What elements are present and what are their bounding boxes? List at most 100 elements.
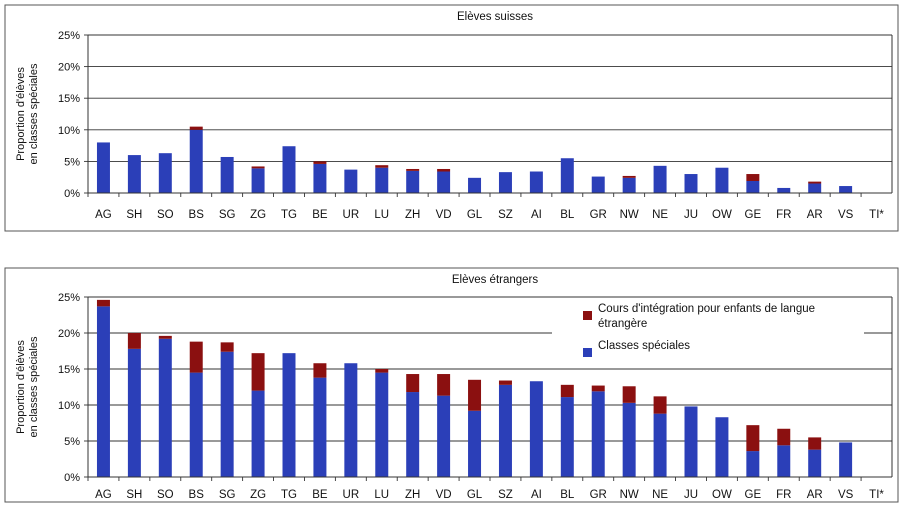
bar-classes-speciales [684,174,698,193]
x-tick-label: NE [652,489,668,501]
bar-classes-speciales [282,353,296,477]
bar-classes-speciales [777,445,791,477]
y-tick-label: 0% [64,188,80,200]
bar-classes-speciales [158,338,172,477]
chart-title: Elèves suisses [457,11,533,23]
x-tick-label: SO [157,489,174,501]
chart-panel-2: Elèves étrangers Proportion d'élèves en cl… [15,274,893,501]
bar-classes-speciales [437,395,451,477]
x-tick-label: GE [745,209,762,221]
x-tick-label: UR [343,209,360,221]
bar-cours-integration [96,299,110,307]
x-tick-label: ZG [250,489,266,501]
x-tick-label: BL [560,489,575,501]
x-tick-label: JU [684,489,698,501]
bar-cours-integration [498,380,512,385]
x-tick-label: OW [712,489,732,501]
bar-classes-speciales [127,348,141,477]
x-tick-label: BE [312,209,328,221]
bar-cours-integration [406,168,420,171]
y-tick-label: 20% [58,62,80,74]
x-tick-label: AR [807,209,823,221]
x-tick-label: FR [776,209,791,221]
bar-cours-integration [375,165,389,168]
y-tick-label: 10% [58,400,80,412]
x-tick-label: GR [590,209,607,221]
bar-cours-integration [746,425,760,452]
bar-cours-integration [468,379,482,411]
bar-classes-speciales [127,155,141,193]
bar-classes-speciales [220,156,234,193]
y-tick-label: 15% [58,93,80,105]
legend-swatch [583,348,592,357]
bar-classes-speciales [653,165,667,193]
bar-classes-speciales [653,413,667,477]
bar-cours-integration [808,437,822,450]
bar-cours-integration [808,181,822,184]
x-tick-label: VD [436,489,452,501]
bar-classes-speciales [468,410,482,477]
x-tick-label: NE [652,209,668,221]
y-tick-label: 25% [58,30,80,42]
bar-classes-speciales [777,187,791,193]
legend-label: étrangère [598,318,647,330]
bar-cours-integration [622,175,636,178]
x-tick-label: SG [219,209,236,221]
y-tick-label: 0% [64,472,80,484]
x-tick-label: TI* [869,209,884,221]
bar-cours-integration [622,386,636,403]
chart-panel-1: Elèves suisses Proportion d'élèves en clas… [15,11,893,221]
x-tick-label: VS [838,489,854,501]
bar-cours-integration [406,374,420,393]
y-axis-label-line: Proportion d'élèves [15,67,27,161]
bar-classes-speciales [591,176,605,193]
y-tick-label: 5% [64,156,80,168]
x-tick-label: BE [312,489,328,501]
bar-cours-integration [127,333,141,349]
legend-label: Cours d'intégration pour enfants de lang… [598,303,815,315]
x-tick-label: TG [281,209,297,221]
bar-classes-speciales [375,372,389,477]
x-tick-label: NW [620,209,639,221]
x-tick-label: VD [436,209,452,221]
x-tick-label: LU [374,489,389,501]
bar-cours-integration [746,174,760,181]
bar-classes-speciales [251,168,265,193]
bar-classes-speciales [220,351,234,477]
bar-cours-integration [158,335,172,339]
x-tick-label: OW [712,209,732,221]
x-tick-label: ZH [405,209,420,221]
y-axis-label: Proportion d'élèves en classes spéciales [15,336,40,437]
x-tick-label: SH [126,209,142,221]
x-tick-label: GE [745,489,762,501]
bar-cours-integration [437,168,451,172]
bar-classes-speciales [746,451,760,477]
chart-title: Elèves étrangers [452,274,539,286]
legend: Cours d'intégration pour enfants de lang… [552,300,864,364]
x-tick-label: AG [95,489,112,501]
bar-classes-speciales [839,442,853,477]
y-tick-label: 20% [58,328,80,340]
bar-classes-speciales [808,449,822,477]
bar-classes-speciales [406,392,420,477]
bar-classes-speciales [251,390,265,477]
x-tick-label: AG [95,209,112,221]
bar-classes-speciales [313,163,327,193]
bar-cours-integration [591,385,605,392]
bar-classes-speciales [684,406,698,477]
x-tick-label: ZG [250,209,266,221]
x-tick-label: AI [531,489,542,501]
bar-cours-integration [375,369,389,373]
x-tick-label: GR [590,489,607,501]
bar-classes-speciales [622,402,636,477]
x-tick-label: JU [684,209,698,221]
x-tick-label: BL [560,209,575,221]
bar-classes-speciales [560,397,574,477]
bar-classes-speciales [529,381,543,477]
x-tick-label: TI* [869,489,884,501]
x-tick-label: UR [343,489,360,501]
bar-classes-speciales [715,417,729,477]
x-tick-label: FR [776,489,791,501]
